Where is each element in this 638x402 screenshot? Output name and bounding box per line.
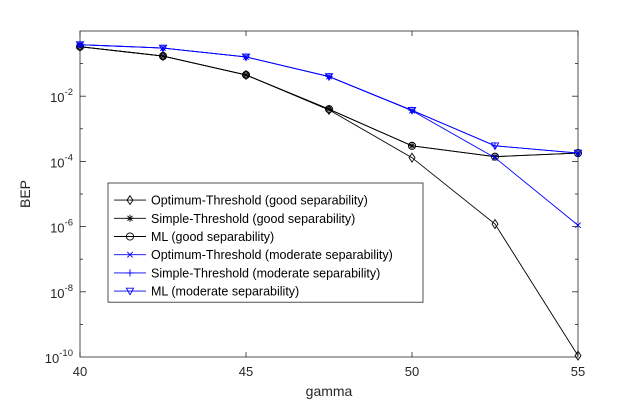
legend-entry: ML (good separability): [114, 230, 274, 244]
y-tick-exponent: -4: [65, 152, 73, 163]
series-line: [79, 46, 579, 158]
data-point: [241, 70, 251, 79]
legend-label: ML (good separability): [151, 230, 274, 244]
legend-marker: [126, 269, 134, 277]
legend-label: Optimum-Threshold (moderate separability…: [151, 248, 393, 262]
data-point: [324, 105, 334, 114]
data-point: [324, 73, 334, 82]
legend-marker: [126, 251, 134, 258]
legend-entry: Optimum-Threshold (moderate separability…: [114, 248, 393, 262]
x-tick-label: 55: [571, 364, 585, 379]
legend-box: [107, 182, 424, 303]
series-layer: [75, 41, 583, 361]
series-6: [75, 41, 583, 158]
y-tick-exponent: -6: [65, 218, 73, 229]
y-tick-base: 10: [45, 351, 59, 366]
data-point: [407, 106, 417, 115]
legend-entry: Simple-Threshold (moderate separability): [114, 266, 380, 280]
y-tick-exponent: -2: [65, 87, 73, 98]
data-point: [491, 218, 499, 230]
legend-marker: [126, 194, 134, 206]
data-point: [490, 152, 500, 161]
x-tick-label: 40: [73, 364, 87, 379]
legend: Optimum-Threshold (good separability) Sim…: [107, 182, 424, 303]
data-point: [407, 141, 417, 150]
data-point: [491, 154, 499, 161]
legend-marker: [125, 232, 135, 241]
data-point: [574, 222, 582, 229]
data-point: [408, 152, 416, 163]
series-line: [79, 44, 579, 154]
y-tick-label: 10-4: [50, 152, 73, 170]
legend-entries: Optimum-Threshold (good separability) Sim…: [114, 194, 393, 299]
x-axis-label: gamma: [306, 383, 353, 399]
y-tick-base: 10: [50, 90, 64, 105]
x-tick-label: 45: [239, 364, 253, 379]
y-tick-exponent: -10: [59, 348, 73, 359]
y-tick-label: 10-8: [50, 283, 73, 301]
y-tick-base: 10: [50, 155, 64, 170]
data-point: [241, 53, 251, 62]
y-tick-label: 10-2: [50, 87, 73, 105]
legend-marker: [126, 214, 134, 222]
y-axis-label: BEP: [17, 180, 33, 208]
y-tick-label: 10-6: [50, 218, 73, 236]
y-tick-label: 10-10: [45, 348, 73, 366]
legend-entry: Optimum-Threshold (good separability): [114, 194, 368, 208]
legend-entry: ML (moderate separability): [114, 285, 299, 299]
data-point: [490, 142, 500, 151]
data-point: [573, 149, 583, 158]
legend-label: ML (moderate separability): [151, 285, 299, 299]
legend-entry: Simple-Threshold (good separability): [114, 212, 355, 226]
legend-label: Optimum-Threshold (good separability): [151, 194, 368, 208]
y-tick-base: 10: [50, 286, 64, 301]
legend-label: Simple-Threshold (good separability): [151, 212, 355, 226]
y-tick-exponent: -8: [65, 283, 73, 294]
data-point: [158, 44, 168, 53]
data-point: [574, 350, 582, 361]
x-tick-label: 50: [405, 364, 419, 379]
legend-marker: [125, 287, 135, 296]
data-point: [75, 41, 85, 50]
y-tick-base: 10: [50, 221, 64, 236]
legend-label: Simple-Threshold (moderate separability): [151, 266, 380, 280]
